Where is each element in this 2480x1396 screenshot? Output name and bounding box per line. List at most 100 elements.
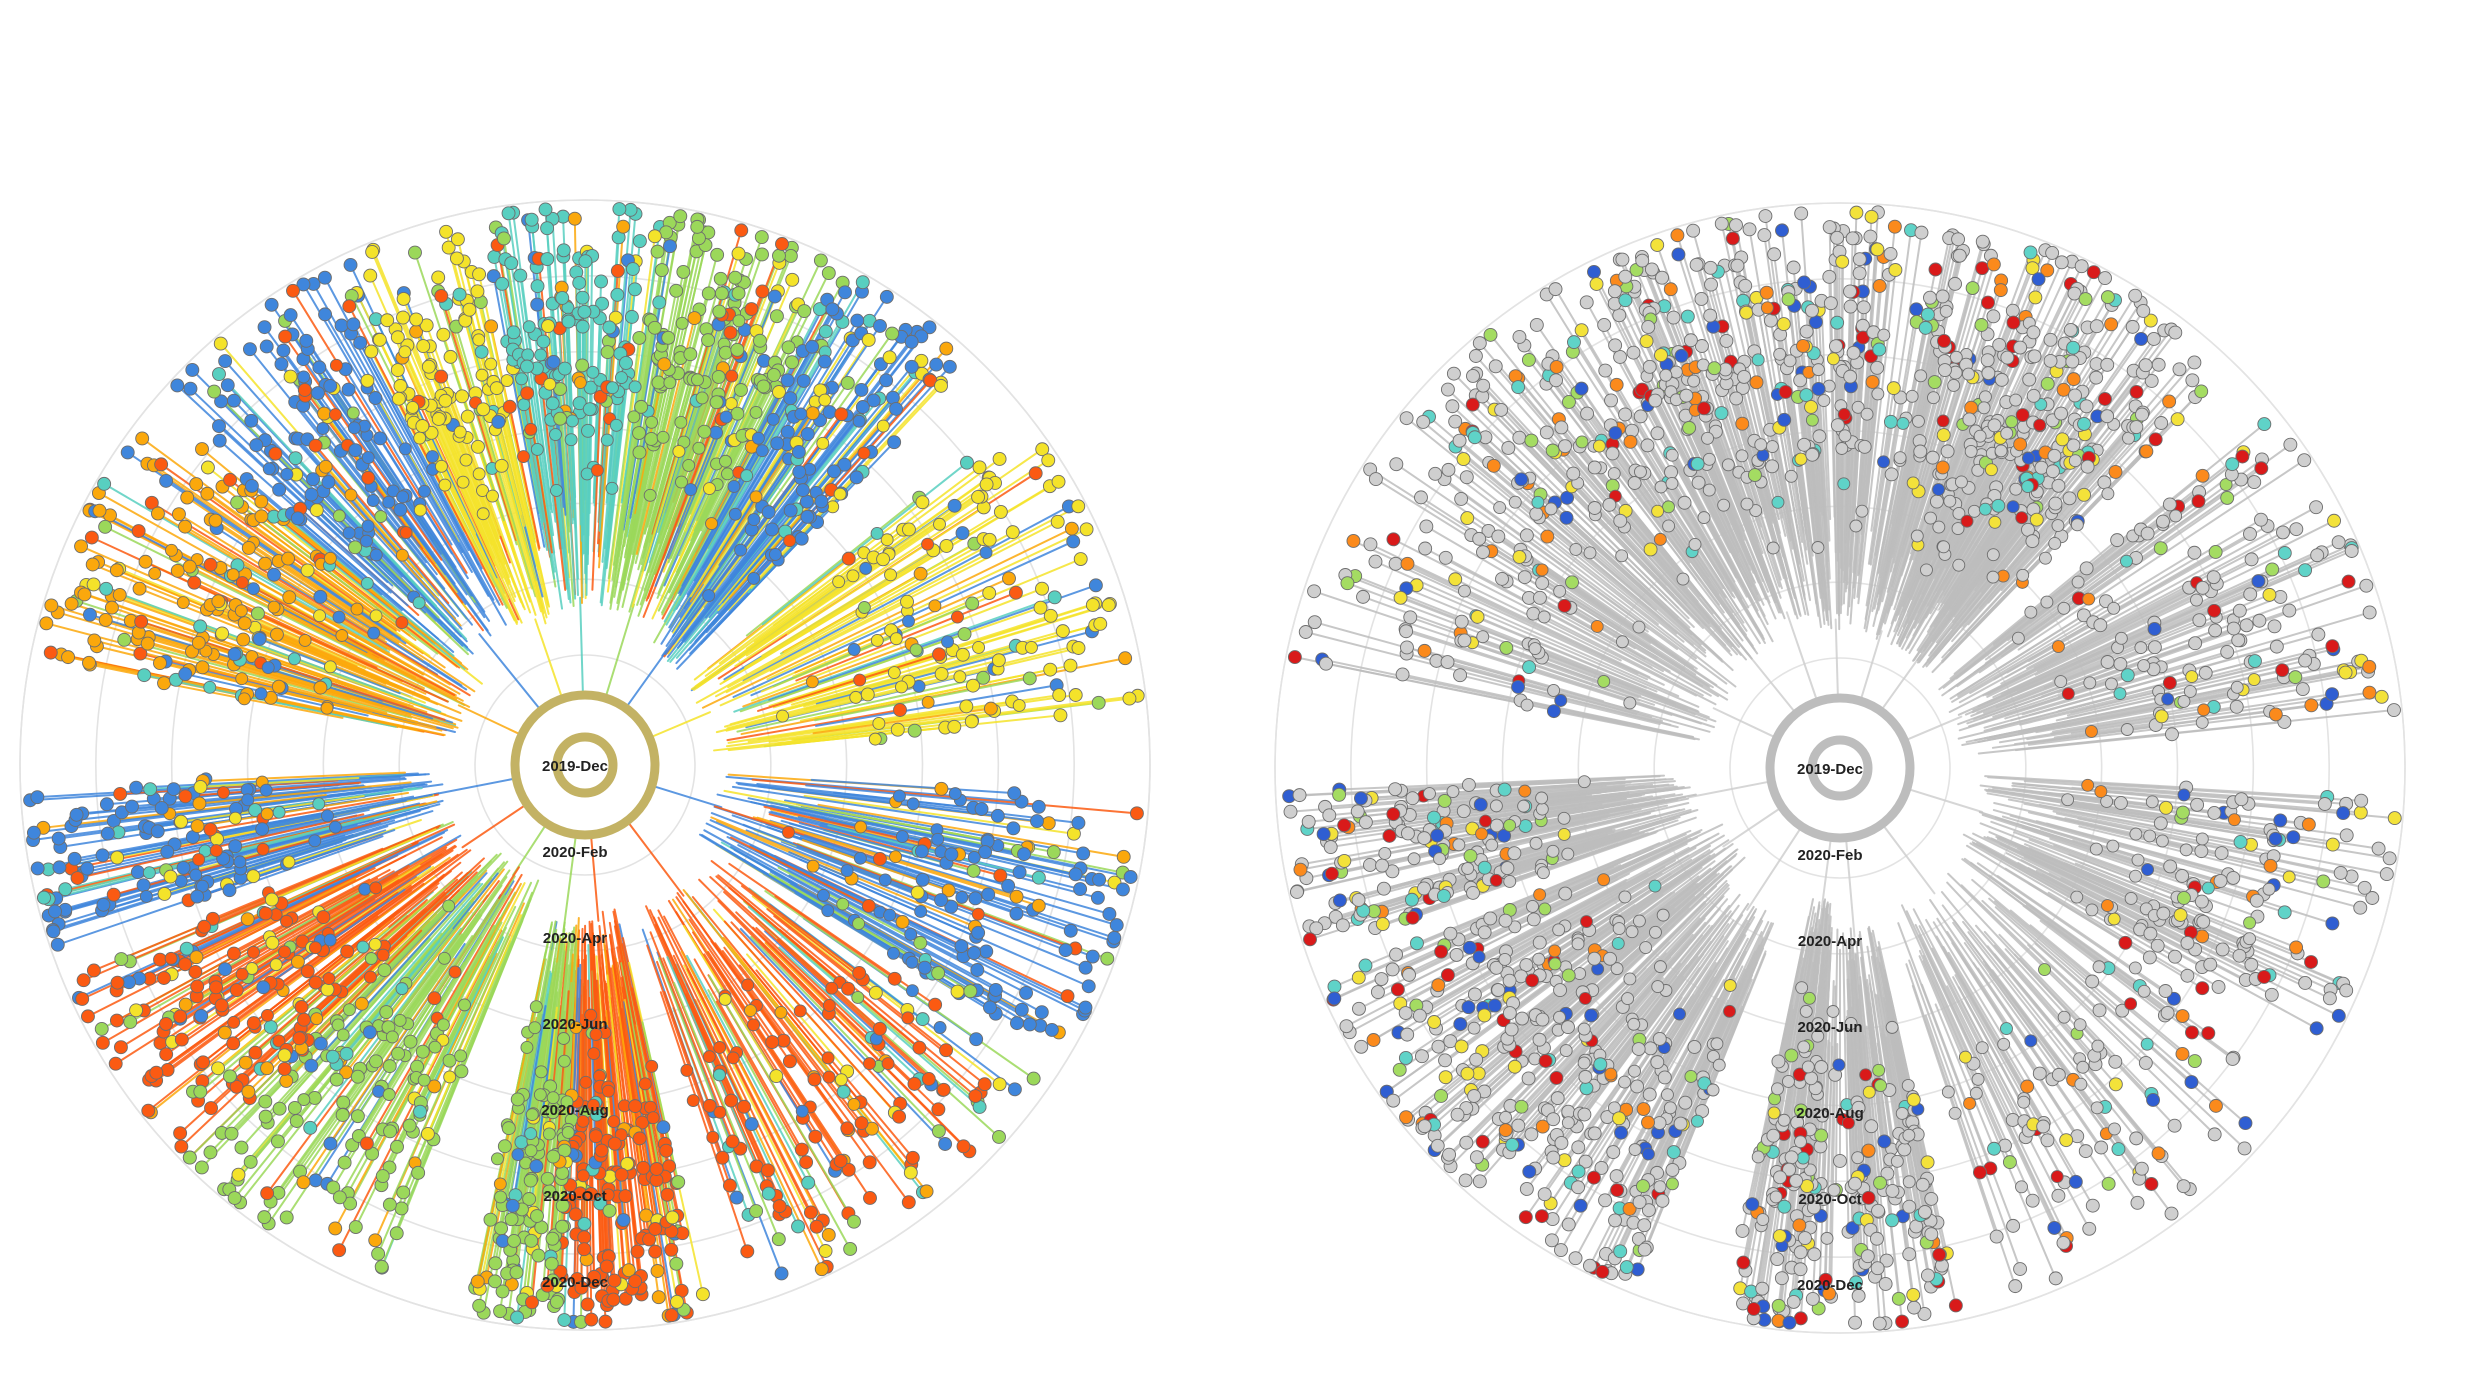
tip-node: [368, 1233, 383, 1248]
branch: [726, 709, 902, 742]
tip-node: [170, 563, 185, 578]
branch: [180, 795, 365, 823]
tip-node: [861, 333, 876, 347]
tip-node: [913, 566, 928, 581]
branch: [803, 794, 1075, 835]
tip-node: [533, 1088, 547, 1102]
tip-node: [346, 317, 361, 332]
tip-node: [847, 1214, 861, 1229]
tip-node: [602, 320, 617, 335]
branch: [766, 528, 1088, 681]
tip-node: [391, 391, 406, 406]
branch: [211, 847, 384, 920]
branch: [42, 794, 327, 829]
tip-node: [722, 1178, 737, 1193]
tip-node: [718, 992, 732, 1006]
branch: [223, 875, 436, 1034]
tip-node: [74, 539, 89, 554]
tip-node: [628, 1099, 643, 1114]
branch: [778, 725, 956, 746]
branch: [715, 1000, 808, 1164]
tip-node: [497, 1139, 512, 1154]
branch: [209, 796, 395, 831]
tip-node: [173, 1126, 188, 1141]
tip-node: [1073, 552, 1088, 566]
tip-node: [749, 405, 763, 419]
branch: [409, 875, 516, 1043]
tip-node: [332, 1190, 347, 1205]
tip-node: [288, 451, 303, 466]
tip-node: [332, 610, 346, 624]
tip-node: [501, 1121, 516, 1136]
tip-node: [960, 455, 974, 470]
tip-node: [841, 551, 856, 566]
tip-node: [863, 1057, 876, 1071]
tip-node: [442, 899, 456, 913]
tip-node: [1031, 870, 1046, 885]
tip-node: [372, 332, 387, 347]
tip-node: [228, 839, 243, 854]
tip-node: [313, 609, 327, 623]
tip-node: [510, 1310, 525, 1325]
tip-node: [686, 1094, 700, 1108]
tip-node: [734, 223, 749, 238]
tip-node: [982, 586, 997, 600]
tip-node: [486, 489, 499, 503]
tip-node: [192, 853, 206, 866]
branch: [570, 917, 580, 1097]
tip-node: [657, 357, 672, 372]
tip-node: [1012, 865, 1027, 880]
tip-node: [1001, 878, 1016, 893]
tip-node: [821, 904, 835, 918]
tip-node: [682, 458, 696, 472]
tip-node: [438, 478, 452, 492]
tip-node: [259, 339, 274, 354]
branch: [755, 926, 880, 1046]
tip-node: [308, 438, 323, 453]
tip-node: [590, 463, 604, 477]
clade-trunk: [589, 833, 600, 922]
tip-node: [150, 506, 165, 521]
tip-node: [909, 643, 923, 657]
tip-node: [573, 376, 587, 389]
branch: [739, 633, 966, 713]
branch: [596, 935, 610, 1089]
tip-node: [264, 892, 279, 907]
tip-node: [371, 1246, 386, 1261]
branch: [683, 964, 827, 1252]
tip-node: [171, 507, 186, 522]
tip-node: [983, 701, 998, 716]
tip-node: [1043, 662, 1058, 677]
branch: [177, 513, 387, 644]
tip-node: [836, 897, 850, 911]
tip-node: [296, 1175, 311, 1190]
tip-node: [795, 483, 810, 498]
tip-node: [317, 270, 332, 285]
branch: [340, 324, 495, 601]
tip-node: [505, 1198, 520, 1213]
tip-node: [1073, 882, 1088, 897]
tip-node: [110, 850, 125, 865]
tip-node: [992, 1130, 1006, 1144]
tip-node: [755, 284, 770, 299]
tip-node: [258, 906, 273, 921]
tip-node: [290, 954, 305, 969]
tip-node: [193, 1084, 208, 1099]
branch: [198, 781, 412, 805]
tip-node: [767, 289, 782, 304]
tip-node: [454, 1064, 469, 1079]
tip-node: [850, 313, 865, 328]
tip-node: [713, 1041, 727, 1054]
tip-node: [638, 1077, 652, 1091]
tip-node: [884, 568, 897, 582]
tip-node: [419, 318, 434, 333]
tip-node: [113, 786, 128, 801]
branch: [156, 512, 391, 651]
branch: [264, 439, 426, 604]
tip-node: [361, 451, 375, 465]
tip-node: [797, 304, 812, 319]
branch: [751, 778, 1138, 815]
tip-node: [582, 402, 597, 417]
tip-node: [226, 1036, 241, 1051]
